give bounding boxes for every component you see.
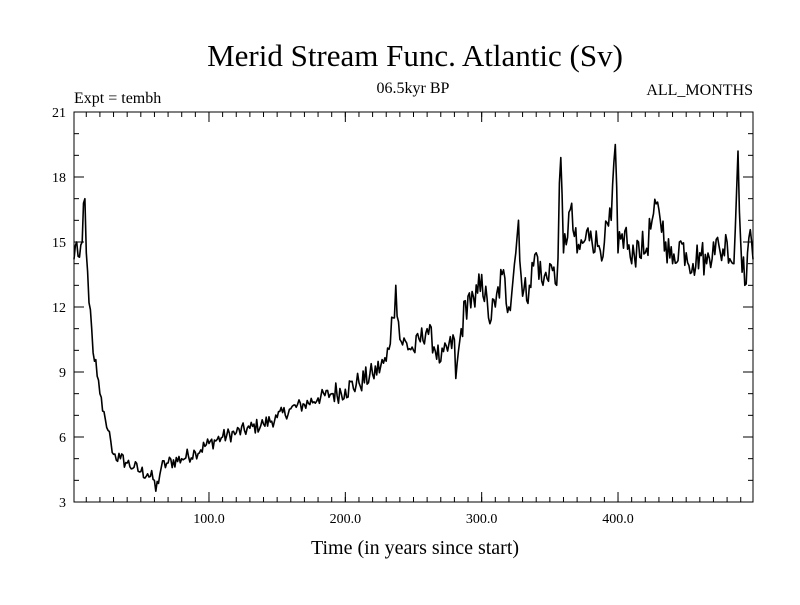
y-tick-label: 18 — [52, 171, 66, 186]
y-tick-label: 9 — [59, 366, 66, 381]
plot-frame — [73, 111, 754, 503]
x-tick-label: 400.0 — [602, 512, 634, 527]
x-axis-label: Time (in years since start) — [311, 537, 519, 559]
experiment-label: Expt = tembh — [74, 90, 161, 107]
x-tick-label: 100.0 — [193, 512, 225, 527]
y-tick-label: 15 — [52, 236, 66, 251]
period-label: 06.5kyr BP — [377, 80, 450, 97]
tick-marks — [74, 111, 753, 503]
chart-title: Merid Stream Func. Atlantic (Sv) — [207, 38, 623, 73]
months-label: ALL_MONTHS — [646, 82, 753, 99]
x-tick-label: 200.0 — [330, 512, 362, 527]
series-line — [73, 143, 754, 493]
y-tick-label: 6 — [59, 431, 66, 446]
y-tick-label: 3 — [59, 496, 66, 511]
series-group — [73, 143, 754, 493]
y-tick-label: 12 — [52, 301, 66, 316]
tick-labels: 100.0 200.0 300.0 400.0 3 6 9 12 15 18 21 — [52, 106, 634, 527]
y-tick-label: 21 — [52, 106, 66, 121]
x-tick-label: 300.0 — [466, 512, 498, 527]
